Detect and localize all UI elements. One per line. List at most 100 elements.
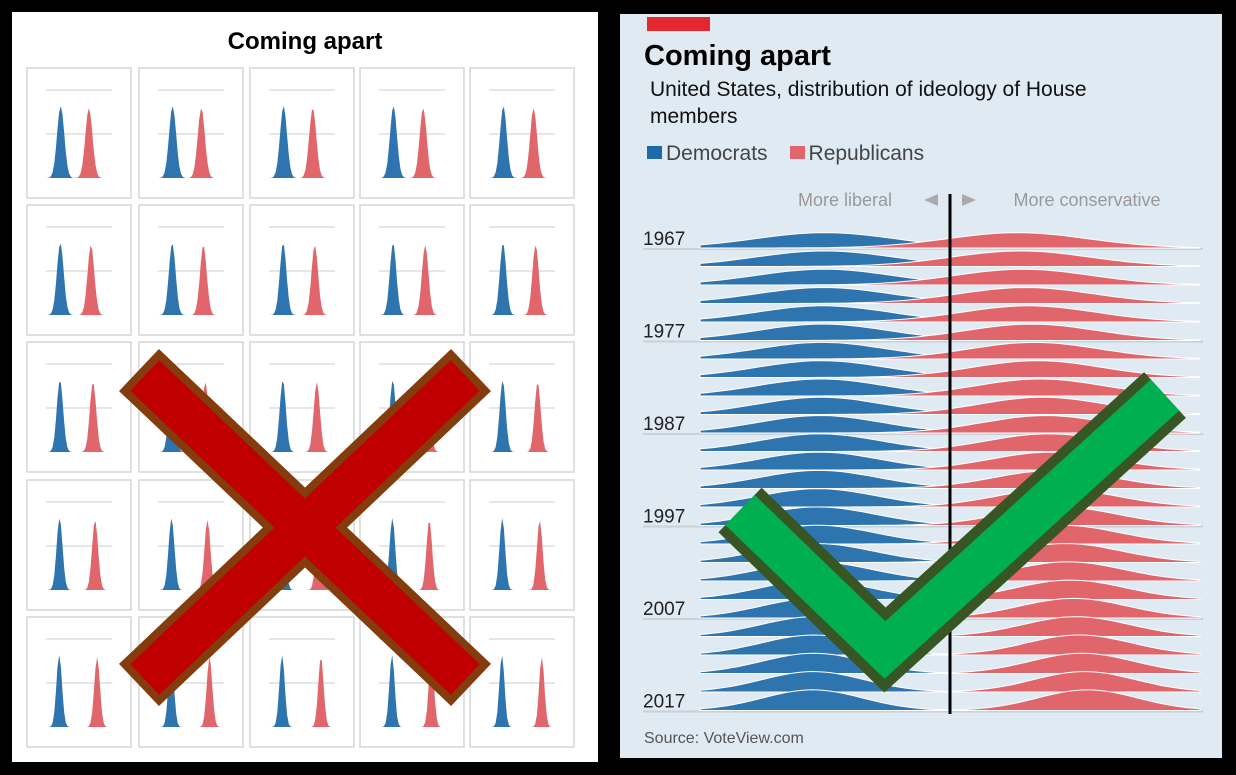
density-democrats xyxy=(158,106,224,178)
small-multiple-2007 xyxy=(26,616,132,748)
panel-frame xyxy=(469,204,575,336)
panel-frame xyxy=(26,67,132,199)
legend-democrats: Democrats xyxy=(647,142,768,166)
small-multiple-1995 xyxy=(469,341,575,473)
panel-frame xyxy=(359,204,465,336)
density-republicans xyxy=(46,657,112,727)
axis-right-label: More conservative xyxy=(1013,190,1160,210)
density-democrats xyxy=(46,243,112,315)
density-republicans xyxy=(379,108,445,178)
chart-subtitle: United States, distribution of ideology … xyxy=(650,78,1087,128)
density-democrats xyxy=(269,244,335,315)
small-multiple-2005 xyxy=(469,479,575,611)
density-republicans xyxy=(489,657,555,727)
density-democrats xyxy=(46,381,112,452)
small-multiple-1975 xyxy=(469,67,575,199)
legend-label: Republicans xyxy=(808,142,925,165)
red-x-icon xyxy=(119,349,491,706)
density-democrats xyxy=(379,245,445,315)
density-republicans xyxy=(489,520,555,590)
ridge-republicans xyxy=(700,689,1201,711)
density-democrats xyxy=(46,106,112,178)
ridge-republicans xyxy=(700,652,1201,674)
axis-left-label: More liberal xyxy=(798,190,892,210)
small-multiple-2015 xyxy=(469,616,575,748)
small-multiple-1985 xyxy=(469,204,575,336)
ridge-row-1977: 1977 xyxy=(643,322,1203,343)
density-democrats xyxy=(379,518,445,590)
panel-frame xyxy=(469,67,575,199)
panel-frame xyxy=(26,341,132,473)
small-multiple-2011 xyxy=(249,616,355,748)
panel-frame xyxy=(469,479,575,611)
density-democrats xyxy=(269,106,335,178)
panel-frame xyxy=(469,341,575,473)
density-democrats xyxy=(379,106,445,178)
density-democrats xyxy=(489,245,555,315)
ridge-republicans xyxy=(700,671,1201,693)
small-multiple-1983 xyxy=(359,204,465,336)
green-check-icon xyxy=(718,372,1186,693)
small-multiple-1973 xyxy=(359,67,465,199)
small-multiple-1967 xyxy=(26,67,132,199)
ridge-row-2011 xyxy=(699,634,1201,656)
density-republicans xyxy=(46,384,112,452)
year-label: 1987 xyxy=(643,414,685,435)
panel-frame xyxy=(138,204,244,336)
ridge-republicans xyxy=(700,341,1201,360)
density-republicans xyxy=(379,522,445,590)
legend-swatch xyxy=(647,145,662,159)
density-republicans xyxy=(46,245,112,315)
density-democrats xyxy=(489,106,555,178)
density-republicans xyxy=(269,245,335,315)
density-democrats xyxy=(46,518,112,590)
year-label: 2007 xyxy=(643,599,685,620)
panel-frame xyxy=(26,616,132,748)
density-republicans xyxy=(158,520,224,590)
density-democrats xyxy=(46,655,112,727)
ridge-row-1967: 1967 xyxy=(643,229,1203,250)
brand-bar xyxy=(647,17,710,31)
density-republicans xyxy=(269,659,335,727)
year-label: 1967 xyxy=(643,229,685,250)
legend-swatch xyxy=(789,145,805,159)
small-multiple-1971 xyxy=(249,67,355,199)
source-note: Source: VoteView.com xyxy=(644,730,804,747)
year-label: 1977 xyxy=(643,322,685,343)
small-multiple-1979 xyxy=(138,204,244,336)
density-democrats xyxy=(269,655,335,727)
density-republicans xyxy=(158,657,224,727)
density-democrats xyxy=(489,380,555,452)
density-republicans xyxy=(489,245,555,315)
small-multiple-1991 xyxy=(249,341,355,473)
density-democrats xyxy=(489,518,555,590)
ridge-republicans xyxy=(700,360,1201,378)
density-democrats xyxy=(158,244,224,315)
legend: Democrats Republicans xyxy=(647,142,924,166)
legend-label: Democrats xyxy=(666,142,768,165)
panel-frame xyxy=(469,616,575,748)
panel-frame xyxy=(138,67,244,199)
ridge-row-2017: 2017 xyxy=(643,689,1203,713)
density-democrats xyxy=(158,655,224,727)
panel-frame xyxy=(249,67,355,199)
panel-frame xyxy=(26,479,132,611)
small-multiple-1969 xyxy=(138,67,244,199)
small-multiple-1981 xyxy=(249,204,355,336)
panel-frame xyxy=(249,204,355,336)
panel-frame xyxy=(249,616,355,748)
density-republicans xyxy=(489,384,555,452)
ridge-republicans xyxy=(700,323,1201,341)
density-republicans xyxy=(489,108,555,178)
chart-title: Coming apart xyxy=(644,40,831,72)
density-republicans xyxy=(269,109,335,178)
density-republicans xyxy=(46,520,112,590)
left-title: Coming apart xyxy=(227,28,383,55)
arrow-left-icon xyxy=(924,194,938,206)
density-democrats xyxy=(269,381,335,452)
year-label: 2017 xyxy=(643,692,685,713)
panel-frame xyxy=(26,204,132,336)
panel-frame xyxy=(359,67,465,199)
density-republicans xyxy=(379,658,445,727)
